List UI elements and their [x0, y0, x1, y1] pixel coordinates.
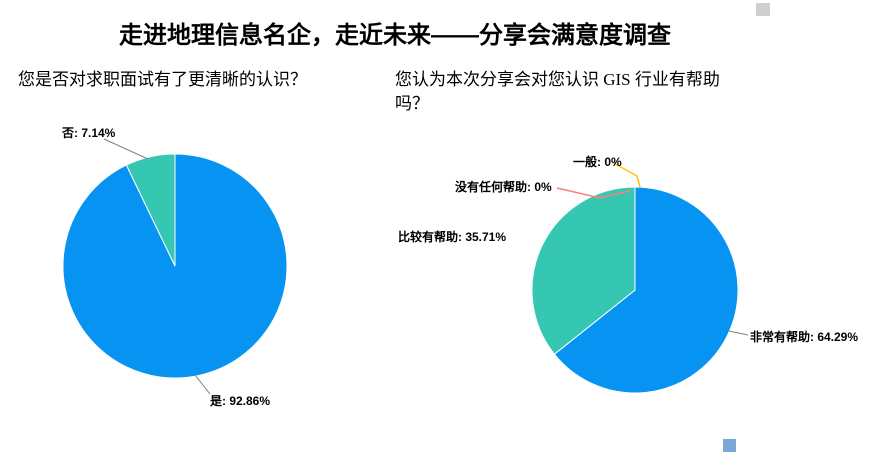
data-label-no: 否: 7.14% [62, 126, 116, 140]
pie-slice-否 [125, 153, 176, 267]
data-label-no-help: 没有任何帮助: 0% [455, 180, 552, 194]
data-label-average: 一般: 0% [573, 155, 622, 169]
pie-slice-非常有帮助 [553, 186, 739, 394]
data-label-yes: 是: 92.86% [210, 394, 271, 408]
bottom-artifact-square [723, 439, 736, 452]
chart-title-right: 您认为本次分享会对您认识 GIS 行业有帮助吗？ [395, 70, 720, 113]
pie-chart-gis-helpfulness [531, 186, 739, 394]
page-title: 走进地理信息名企，走近未来——分享会满意度调查 [119, 22, 671, 49]
top-right-artifact-square [756, 3, 770, 16]
data-label-very-helpful: 非常有帮助: 64.29% [750, 330, 859, 344]
pie-chart-interview-clarity [62, 153, 288, 379]
data-label-some-help: 比较有帮助: 35.71% [398, 230, 507, 244]
chart-title-left: 您是否对求职面试有了更清晰的认识？ [18, 70, 307, 89]
